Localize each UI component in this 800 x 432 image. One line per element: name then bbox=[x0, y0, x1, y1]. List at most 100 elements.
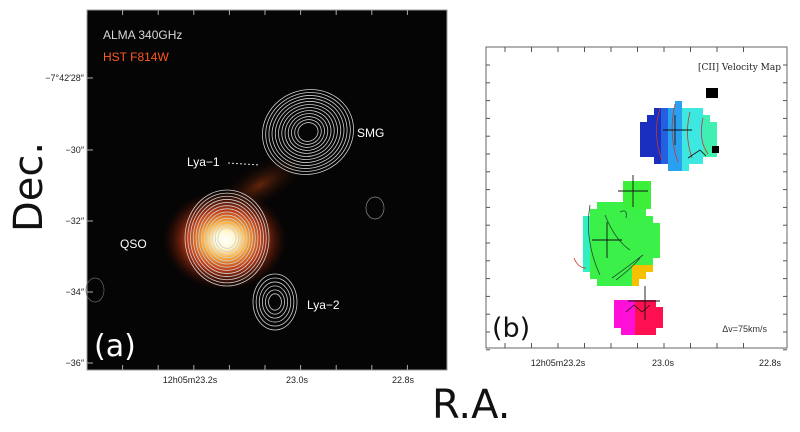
velocity-pixel bbox=[632, 279, 639, 286]
velocity-pixel bbox=[621, 300, 628, 307]
velocity-pixel bbox=[618, 209, 625, 216]
velocity-pixel bbox=[628, 300, 635, 307]
velocity-pixel bbox=[635, 321, 642, 328]
velocity-pixel bbox=[647, 136, 654, 143]
contour-line bbox=[261, 285, 289, 319]
velocity-pixel bbox=[644, 188, 651, 195]
velocity-pixel bbox=[590, 237, 597, 244]
velocity-pixel bbox=[639, 230, 646, 237]
velocity-pixel bbox=[611, 251, 618, 258]
velocity-pixel bbox=[632, 272, 639, 279]
velocity-step: Δv=75km/s bbox=[722, 324, 767, 334]
velocity-pixel bbox=[710, 122, 717, 129]
velocity-pixel bbox=[618, 216, 625, 223]
velocity-pixel bbox=[590, 258, 597, 265]
y-tick-36: −36″ bbox=[66, 358, 85, 368]
velocity-pixel bbox=[637, 195, 644, 202]
velocity-pixel bbox=[618, 223, 625, 230]
y-tick-32: −32″ bbox=[66, 216, 85, 226]
contour-line bbox=[258, 281, 292, 323]
velocity-pixel bbox=[646, 223, 653, 230]
velocity-pixel bbox=[632, 223, 639, 230]
velocity-pixel bbox=[644, 181, 651, 188]
velocity-pixel bbox=[647, 115, 654, 122]
velocity-pixel bbox=[640, 136, 647, 143]
velocity-pixel bbox=[635, 314, 642, 321]
velocity-pixel bbox=[644, 202, 651, 209]
velocity-pixel bbox=[611, 223, 618, 230]
velocity-pixel bbox=[689, 150, 696, 157]
velocity-pixel bbox=[646, 258, 653, 265]
velocity-pixel bbox=[649, 307, 656, 314]
velocity-pixel bbox=[611, 279, 618, 286]
velocity-pixel bbox=[597, 202, 604, 209]
velocity-pixel bbox=[632, 230, 639, 237]
contour-line bbox=[281, 107, 335, 157]
velocity-pixel bbox=[639, 251, 646, 258]
velocity-pixel bbox=[621, 321, 628, 328]
velocity-pixel bbox=[583, 265, 590, 272]
velocity-pixel bbox=[590, 209, 597, 216]
panel-b-label: (b) bbox=[492, 313, 530, 344]
velocity-pixel bbox=[661, 157, 668, 164]
velocity-pixel bbox=[590, 272, 597, 279]
velocity-pixel bbox=[637, 188, 644, 195]
velocity-pixel bbox=[639, 216, 646, 223]
velocity-pixel bbox=[597, 265, 604, 272]
contour-line bbox=[198, 205, 256, 271]
velocity-pixel bbox=[597, 216, 604, 223]
velocity-pixel bbox=[639, 272, 646, 279]
velocity-pixel bbox=[696, 122, 703, 129]
velocity-pixel bbox=[625, 230, 632, 237]
velocity-pixel bbox=[611, 209, 618, 216]
panel-b-title: [CII] Velocity Map bbox=[698, 63, 781, 73]
contour-line bbox=[214, 224, 240, 252]
label-smg: SMG bbox=[357, 126, 384, 140]
velocity-pixel bbox=[597, 251, 604, 258]
velocity-pixel bbox=[630, 195, 637, 202]
velocity-pixel bbox=[696, 108, 703, 115]
velocity-pixel bbox=[604, 237, 611, 244]
contour-line bbox=[265, 289, 285, 315]
velocity-pixel bbox=[642, 300, 649, 307]
velocity-pixel bbox=[706, 88, 718, 98]
velocity-pixel bbox=[623, 188, 630, 195]
velocity-pixel bbox=[646, 251, 653, 258]
velocity-pixel bbox=[632, 244, 639, 251]
qso-emission bbox=[163, 190, 287, 290]
velocity-pixel bbox=[703, 143, 710, 150]
contour-line bbox=[201, 208, 253, 268]
velocity-pixel bbox=[639, 258, 646, 265]
label-qso: QSO bbox=[120, 237, 147, 251]
velocity-pixel bbox=[611, 216, 618, 223]
velocity-pixel bbox=[618, 251, 625, 258]
contour-line bbox=[365, 196, 385, 220]
panel-b: [CII] Velocity Map Δv=75km/s (b) 12h05m2… bbox=[485, 46, 788, 368]
velocity-pixel bbox=[635, 328, 642, 335]
velocity-pixel bbox=[668, 157, 675, 164]
contour-line bbox=[265, 92, 351, 172]
velocity-pixel bbox=[614, 321, 621, 328]
velocity-pixel bbox=[653, 223, 660, 230]
velocity-pixel bbox=[675, 143, 682, 150]
legend-hst: HST F814W bbox=[103, 50, 169, 64]
velocity-pixel bbox=[604, 251, 611, 258]
velocity-pixel bbox=[682, 157, 689, 164]
velocity-pixel bbox=[583, 251, 590, 258]
velocity-pixel bbox=[604, 279, 611, 286]
velocity-pixel bbox=[649, 300, 656, 307]
velocity-pixel bbox=[696, 150, 703, 157]
velocity-pixel bbox=[703, 136, 710, 143]
source-crosses bbox=[592, 115, 692, 320]
velocity-pixel bbox=[623, 195, 630, 202]
contour-line bbox=[268, 293, 282, 311]
velocity-pixel bbox=[661, 115, 668, 122]
velocity-pixels bbox=[583, 88, 719, 335]
velocity-pixel bbox=[611, 258, 618, 265]
velocity-pixel bbox=[675, 122, 682, 129]
velocity-pixel bbox=[604, 272, 611, 279]
velocity-pixel bbox=[653, 237, 660, 244]
velocity-pixel bbox=[675, 164, 682, 171]
velocity-pixel bbox=[661, 108, 668, 115]
velocity-pixel bbox=[590, 216, 597, 223]
